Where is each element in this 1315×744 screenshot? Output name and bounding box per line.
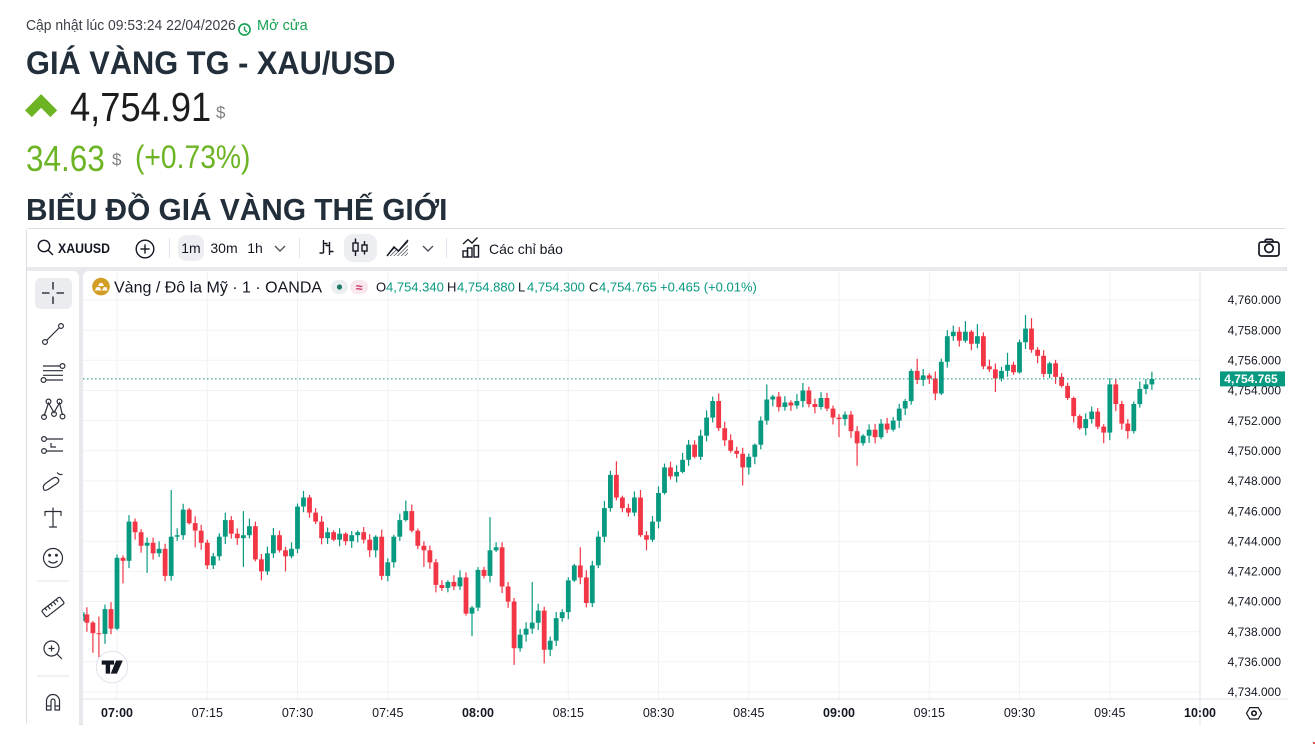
svg-text:4,754.765: 4,754.765 [1224,372,1278,386]
svg-text:4,736.000: 4,736.000 [1228,655,1282,669]
svg-text:09:30: 09:30 [1004,706,1035,720]
svg-text:07:00: 07:00 [101,706,133,720]
svg-text:08:00: 08:00 [462,706,494,720]
svg-text:08:30: 08:30 [643,706,674,720]
svg-text:4,752.000: 4,752.000 [1228,414,1282,428]
svg-text:07:15: 07:15 [192,706,223,720]
svg-text:4,734.000: 4,734.000 [1228,685,1282,699]
svg-text:4,740.000: 4,740.000 [1228,595,1282,609]
svg-text:Vàng / Đô la Mỹ · 1 · OANDA: Vàng / Đô la Mỹ · 1 · OANDA [114,280,322,297]
svg-text:08:15: 08:15 [553,706,584,720]
svg-text:4,746.000: 4,746.000 [1228,504,1282,518]
svg-text:09:00: 09:00 [823,706,855,720]
svg-text:09:45: 09:45 [1094,706,1125,720]
svg-text:07:30: 07:30 [282,706,313,720]
svg-text:4,742.000: 4,742.000 [1228,565,1282,579]
svg-text:4,756.000: 4,756.000 [1228,354,1282,368]
svg-text:≈: ≈ [356,281,363,295]
svg-text:4,760.000: 4,760.000 [1228,293,1282,307]
svg-text:4,754.000: 4,754.000 [1228,384,1282,398]
svg-text:4,750.000: 4,750.000 [1228,444,1282,458]
svg-text:4,758.000: 4,758.000 [1228,323,1282,337]
svg-text:07:45: 07:45 [372,706,403,720]
svg-text:4,738.000: 4,738.000 [1228,625,1282,639]
svg-text:08:45: 08:45 [733,706,764,720]
svg-text:4,748.000: 4,748.000 [1228,474,1282,488]
svg-text:09:15: 09:15 [914,706,945,720]
svg-text:4,744.000: 4,744.000 [1228,534,1282,548]
svg-text:10:00: 10:00 [1184,706,1216,720]
